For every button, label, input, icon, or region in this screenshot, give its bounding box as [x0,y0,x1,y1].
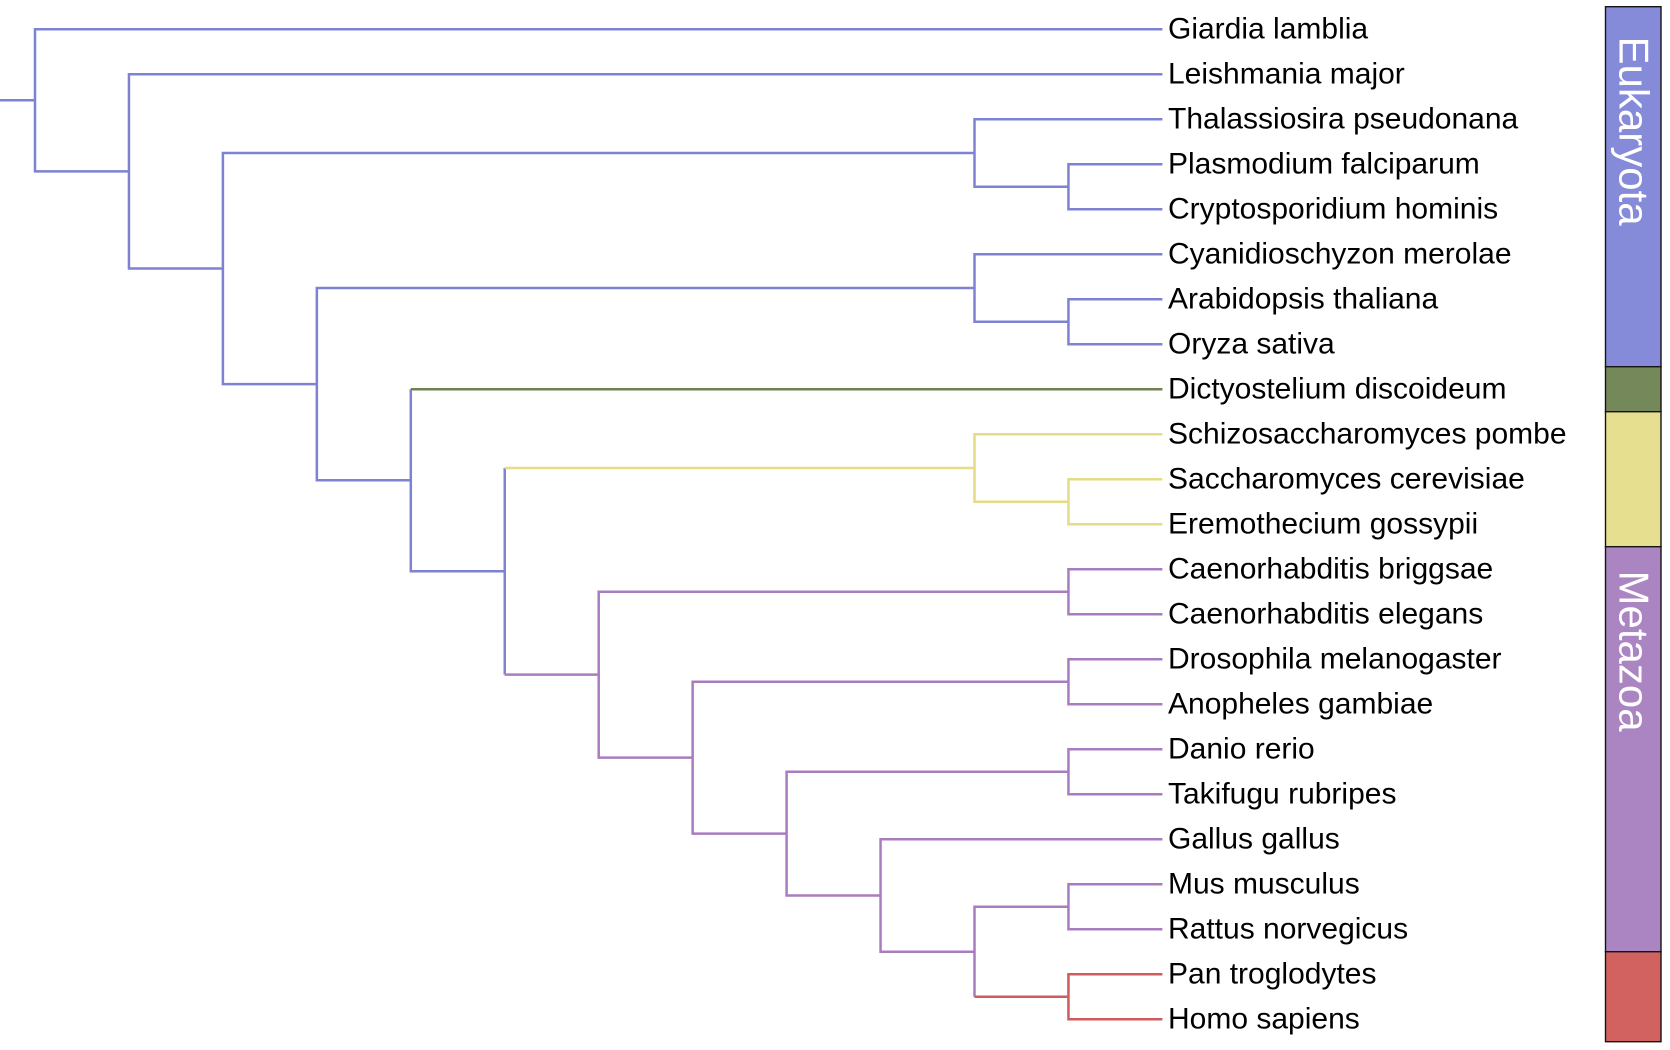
svg-text:Rattus norvegicus: Rattus norvegicus [1168,912,1408,945]
svg-text:Danio rerio: Danio rerio [1168,732,1315,765]
svg-text:Saccharomyces cerevisiae: Saccharomyces cerevisiae [1168,462,1525,495]
svg-text:Leishmania major: Leishmania major [1168,57,1405,90]
svg-text:Drosophila melanogaster: Drosophila melanogaster [1168,642,1502,675]
svg-text:Pan troglodytes: Pan troglodytes [1168,957,1376,990]
svg-text:Gallus gallus: Gallus gallus [1168,822,1340,855]
svg-text:Anopheles gambiae: Anopheles gambiae [1168,687,1433,720]
svg-text:Oryza sativa: Oryza sativa [1168,327,1335,360]
svg-text:Homo sapiens: Homo sapiens [1168,1002,1360,1035]
svg-text:Mus musculus: Mus musculus [1168,867,1360,900]
svg-text:Caenorhabditis elegans: Caenorhabditis elegans [1168,597,1483,630]
svg-text:Eukaryota: Eukaryota [1611,37,1658,227]
svg-text:Thalassiosira pseudonana: Thalassiosira pseudonana [1168,102,1519,135]
svg-text:Metazoa: Metazoa [1611,571,1658,733]
svg-text:Cryptosporidium hominis: Cryptosporidium hominis [1168,192,1498,225]
svg-text:Takifugu rubripes: Takifugu rubripes [1168,777,1396,810]
svg-text:Schizosaccharomyces pombe: Schizosaccharomyces pombe [1168,417,1567,450]
svg-text:Giardia lamblia: Giardia lamblia [1168,12,1368,45]
svg-text:Cyanidioschyzon merolae: Cyanidioschyzon merolae [1168,237,1512,270]
svg-text:Arabidopsis thaliana: Arabidopsis thaliana [1168,282,1438,315]
svg-text:Caenorhabditis briggsae: Caenorhabditis briggsae [1168,552,1493,585]
svg-text:Eremothecium gossypii: Eremothecium gossypii [1168,507,1478,540]
svg-text:Plasmodium falciparum: Plasmodium falciparum [1168,147,1480,180]
svg-text:Dictyostelium discoideum: Dictyostelium discoideum [1168,372,1506,405]
